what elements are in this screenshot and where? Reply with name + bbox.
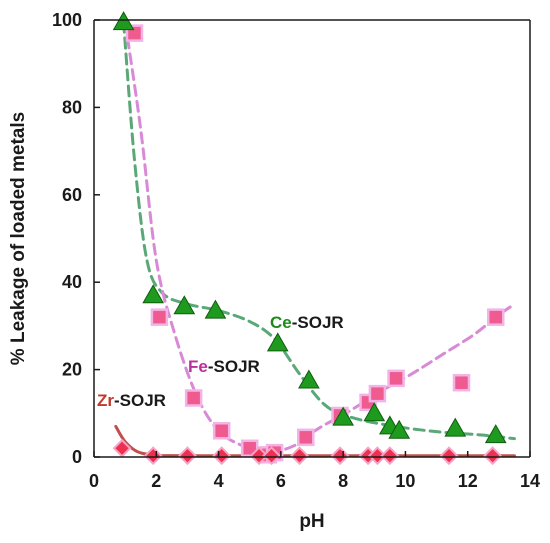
x-tick-label: 10 xyxy=(395,471,415,491)
data-point-fe xyxy=(452,373,471,392)
axes xyxy=(93,19,531,458)
y-tick-label: 80 xyxy=(62,97,82,117)
data-point-zr xyxy=(439,446,459,466)
data-point-zr xyxy=(212,446,232,466)
y-tick-label: 60 xyxy=(62,185,82,205)
series-label-zr-prefix: Zr xyxy=(97,391,114,410)
series-label-fe-suffix: -SOJR xyxy=(208,357,260,376)
data-point-ce xyxy=(204,299,227,319)
data-point-fe xyxy=(486,308,505,326)
data-point-ce xyxy=(444,417,467,437)
data-point-fe xyxy=(212,422,231,440)
y-tick-label: 20 xyxy=(62,360,82,380)
series-label-zr-suffix: -SOJR xyxy=(114,391,166,410)
data-point-zr xyxy=(380,446,400,466)
data-point-ce xyxy=(484,424,507,444)
x-tick-label: 0 xyxy=(89,471,99,491)
data-point-fe xyxy=(368,384,387,403)
data-point-ce xyxy=(266,332,289,352)
series-label-fe-prefix: Fe xyxy=(188,357,208,376)
data-point-zr xyxy=(249,446,269,466)
data-point-zr xyxy=(262,446,281,466)
y-tick-label: 40 xyxy=(62,272,82,292)
series-label-fe-sojr: Fe-SOJR xyxy=(188,357,260,376)
x-tick-label: 12 xyxy=(458,471,478,491)
y-tick-label: 0 xyxy=(72,447,82,467)
series-label-ce-prefix: Ce xyxy=(270,313,292,332)
data-point-zr xyxy=(483,446,503,466)
data-point-ce xyxy=(298,369,320,389)
data-point-ce xyxy=(112,11,135,31)
data-point-zr xyxy=(143,446,163,466)
data-markers xyxy=(112,11,507,466)
data-point-fe xyxy=(297,428,315,447)
series-label-zr-sojr: Zr-SOJR xyxy=(97,391,166,410)
y-tick-label: 100 xyxy=(52,10,82,30)
data-point-ce xyxy=(388,419,411,439)
trend-line-fe xyxy=(123,20,513,454)
data-point-zr xyxy=(178,446,197,466)
x-tick-label: 14 xyxy=(520,471,540,491)
data-point-ce xyxy=(332,406,355,426)
series-label-ce-sojr: Ce-SOJR xyxy=(270,313,344,332)
axis-ticks: 0 2 4 6 8 10 12 14 0 20 40 60 80 100 xyxy=(52,10,540,491)
trend-line-ce xyxy=(122,20,516,441)
data-point-ce xyxy=(142,284,165,304)
y-axis-title: % Leakage of loaded metals xyxy=(8,112,29,365)
x-tick-label: 2 xyxy=(151,471,161,491)
data-point-zr xyxy=(330,446,350,466)
x-tick-label: 4 xyxy=(214,471,224,491)
x-axis-title: pH xyxy=(299,511,324,532)
data-point-fe xyxy=(150,308,169,326)
data-point-zr xyxy=(367,446,387,466)
data-point-fe xyxy=(184,389,203,407)
data-point-zr xyxy=(290,446,309,466)
series-label-ce-suffix: -SOJR xyxy=(292,313,344,332)
x-tick-label: 6 xyxy=(276,471,286,491)
data-point-ce xyxy=(173,295,196,315)
data-point-ce xyxy=(363,402,386,422)
data-point-fe xyxy=(387,369,405,388)
x-tick-label: 8 xyxy=(338,471,348,491)
